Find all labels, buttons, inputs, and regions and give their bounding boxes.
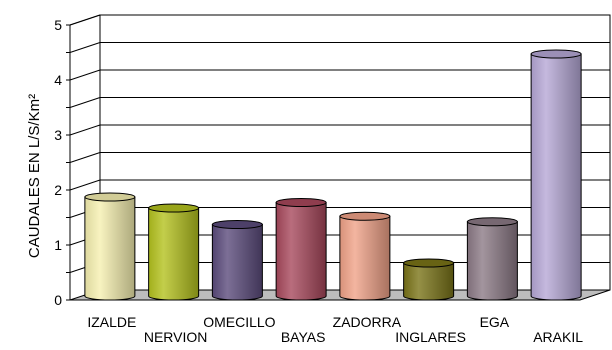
bar-body [211,224,263,301]
bar-body [466,221,518,301]
category-label: ZADORRA [333,314,402,330]
bar-top [84,192,136,202]
y-tick-label: 2 [54,182,62,198]
y-axis: 0 1 2 3 4 5 [54,17,71,308]
category-label: IZALDE [87,314,136,330]
gridline-side [69,69,101,81]
gridline-side [69,124,101,136]
bar [211,220,263,301]
gridline-side [69,152,101,163]
gridline-side [69,14,101,26]
bar-body [148,207,200,301]
gridline-side [69,42,101,53]
bar-body [403,262,455,301]
bar-top [466,217,518,227]
bar-body [339,215,391,301]
bars [84,49,582,301]
bar-top [339,211,391,221]
bar-top [211,220,263,229]
category-label: BAYAS [281,329,326,345]
bar [148,203,200,301]
bar [466,217,518,301]
bar-body [275,202,327,301]
bar-top [530,49,582,59]
y-tick-label: 1 [54,237,62,253]
y-tick-label: 3 [54,127,62,143]
bar-body [530,53,582,301]
y-tick-label: 0 [54,292,62,308]
bar [84,192,136,301]
category-label: EGA [480,314,510,330]
bar [339,211,391,301]
category-label: OMECILLO [203,314,275,330]
y-tick-label: 5 [54,17,62,33]
bar-top [275,198,327,207]
y-tick-label: 4 [54,72,62,88]
bar-top [403,258,455,268]
bar [275,198,327,301]
bar [403,258,455,301]
category-label: ARAKIL [533,329,583,345]
gridline-side [69,97,101,108]
category-label: INGLARES [395,329,466,345]
gridline-side [69,179,101,191]
bar-top [148,203,200,213]
category-label: NERVION [144,329,208,345]
bar [530,49,582,301]
bar-body [84,196,136,301]
y-axis-label: CAUDALES EN L/S/Km² [26,94,43,258]
